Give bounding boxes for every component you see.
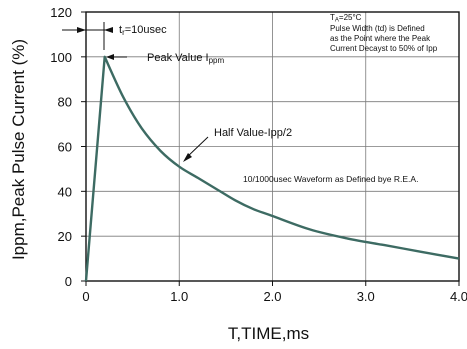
grid [86,12,459,281]
rise-time-arrow-right [104,27,113,33]
x-tick-label: 2.0 [263,289,281,304]
pulse-width-note-3: Current Decayst to 50% of Ipp [330,44,438,53]
pulse-width-note-2: as the Point where the Peak [330,34,431,43]
y-tick-label: 0 [65,274,72,289]
x-tick-label: 1.0 [170,289,188,304]
temperature-note: TA=25°C [330,13,362,24]
x-tick-label: 0 [82,289,89,304]
half-value-label: Half Value-Ipp/2 [214,127,292,139]
waveform-note: 10/1000usec Waveform as Defined bye R.E.… [243,174,418,184]
series-line [84,55,460,282]
y-tick-label: 120 [50,5,72,20]
x-tick-label: 4.0 [450,289,467,304]
x-tick-label: 3.0 [357,289,375,304]
y-tick-label: 40 [58,184,72,199]
rise-time-label: tr=10usec [119,24,167,37]
axis-ticks: 0 1.0 2.0 3.0 4.0 0 20 40 60 80 100 120 [50,5,467,304]
peak-value-arrow [106,54,114,60]
y-tick-label: 20 [58,229,72,244]
pulse-width-note-1: Pulse Width (td) is Defined [330,24,425,33]
half-value-leader [185,136,209,159]
y-tick-label: 100 [50,50,72,65]
rise-time-marker [62,22,113,50]
rise-time-arrow-left [77,27,86,33]
y-axis-title: Ippm,Peak Pulse Current (%) [9,39,28,260]
x-axis-title: T,TIME,ms [228,324,309,343]
y-tick-label: 60 [58,140,72,155]
peak-value-label: Peak Value Ippm [147,52,224,65]
y-tick-label: 80 [58,95,72,110]
half-value-arrow [183,153,192,162]
